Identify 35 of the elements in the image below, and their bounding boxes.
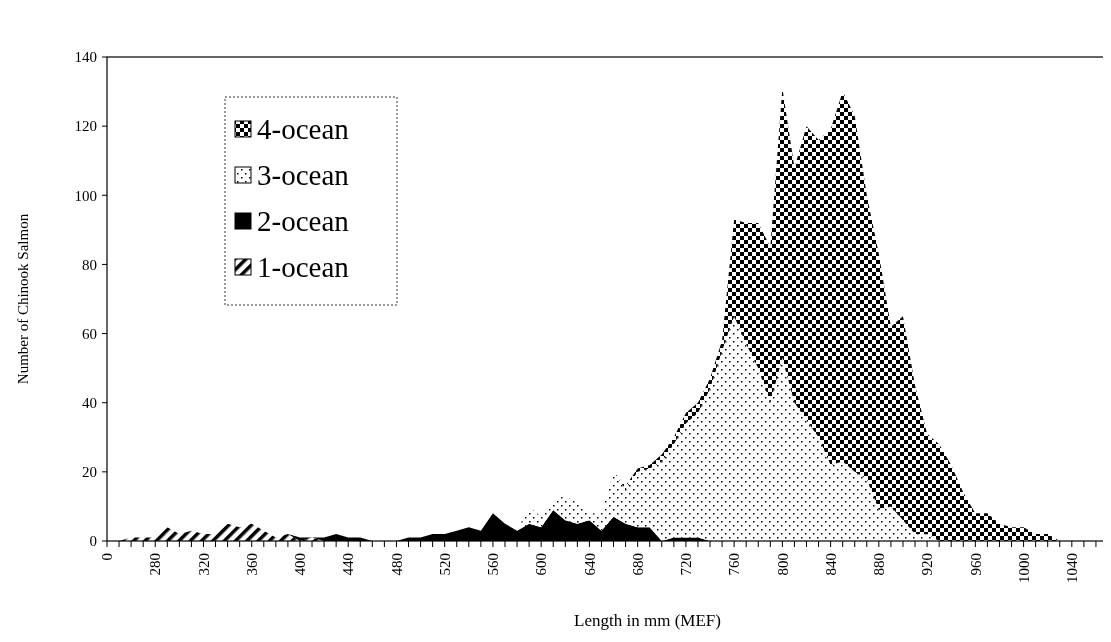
legend-label: 1-ocean (257, 251, 350, 284)
x-tick-label: 560 (485, 553, 502, 576)
x-tick-label: 480 (388, 553, 405, 576)
y-tick-label: 100 (74, 187, 97, 204)
x-tick-label: 800 (774, 553, 791, 576)
x-tick-label: 600 (533, 553, 550, 576)
x-tick-label: 0 (99, 553, 116, 561)
x-tick-label: 400 (292, 553, 309, 576)
x-tick-label: 760 (726, 553, 743, 576)
y-tick-label: 0 (89, 533, 97, 550)
legend-label: 4-ocean (257, 113, 350, 146)
x-tick-label: 280 (147, 553, 164, 576)
legend-label: 3-ocean (257, 159, 350, 192)
x-tick-label: 840 (822, 553, 839, 576)
y-tick-label: 120 (74, 118, 97, 135)
x-tick-label: 440 (340, 553, 357, 576)
x-axis-title: Length in mm (MEF) (574, 611, 721, 630)
y-axis-title: Number of Chinook Salmon (15, 213, 31, 385)
x-tick-label: 1040 (1064, 553, 1081, 583)
x-tick-label: 320 (195, 553, 212, 576)
x-tick-label: 640 (581, 553, 598, 576)
y-tick-label: 140 (74, 49, 97, 66)
y-tick-label: 20 (82, 464, 97, 481)
x-tick-label: 520 (436, 553, 453, 576)
x-tick-label: 1000 (1015, 553, 1032, 583)
x-tick-label: 680 (629, 553, 646, 576)
x-tick-label: 360 (243, 553, 260, 576)
x-tick-label: 880 (871, 553, 888, 576)
y-tick-label: 60 (82, 325, 97, 342)
x-tick-label: 720 (678, 553, 695, 576)
x-tick-label: 960 (967, 553, 984, 576)
x-tick-label: 920 (919, 553, 936, 576)
legend-label: 2-ocean (257, 205, 350, 238)
y-tick-label: 40 (82, 394, 97, 411)
y-tick-label: 80 (82, 256, 97, 273)
